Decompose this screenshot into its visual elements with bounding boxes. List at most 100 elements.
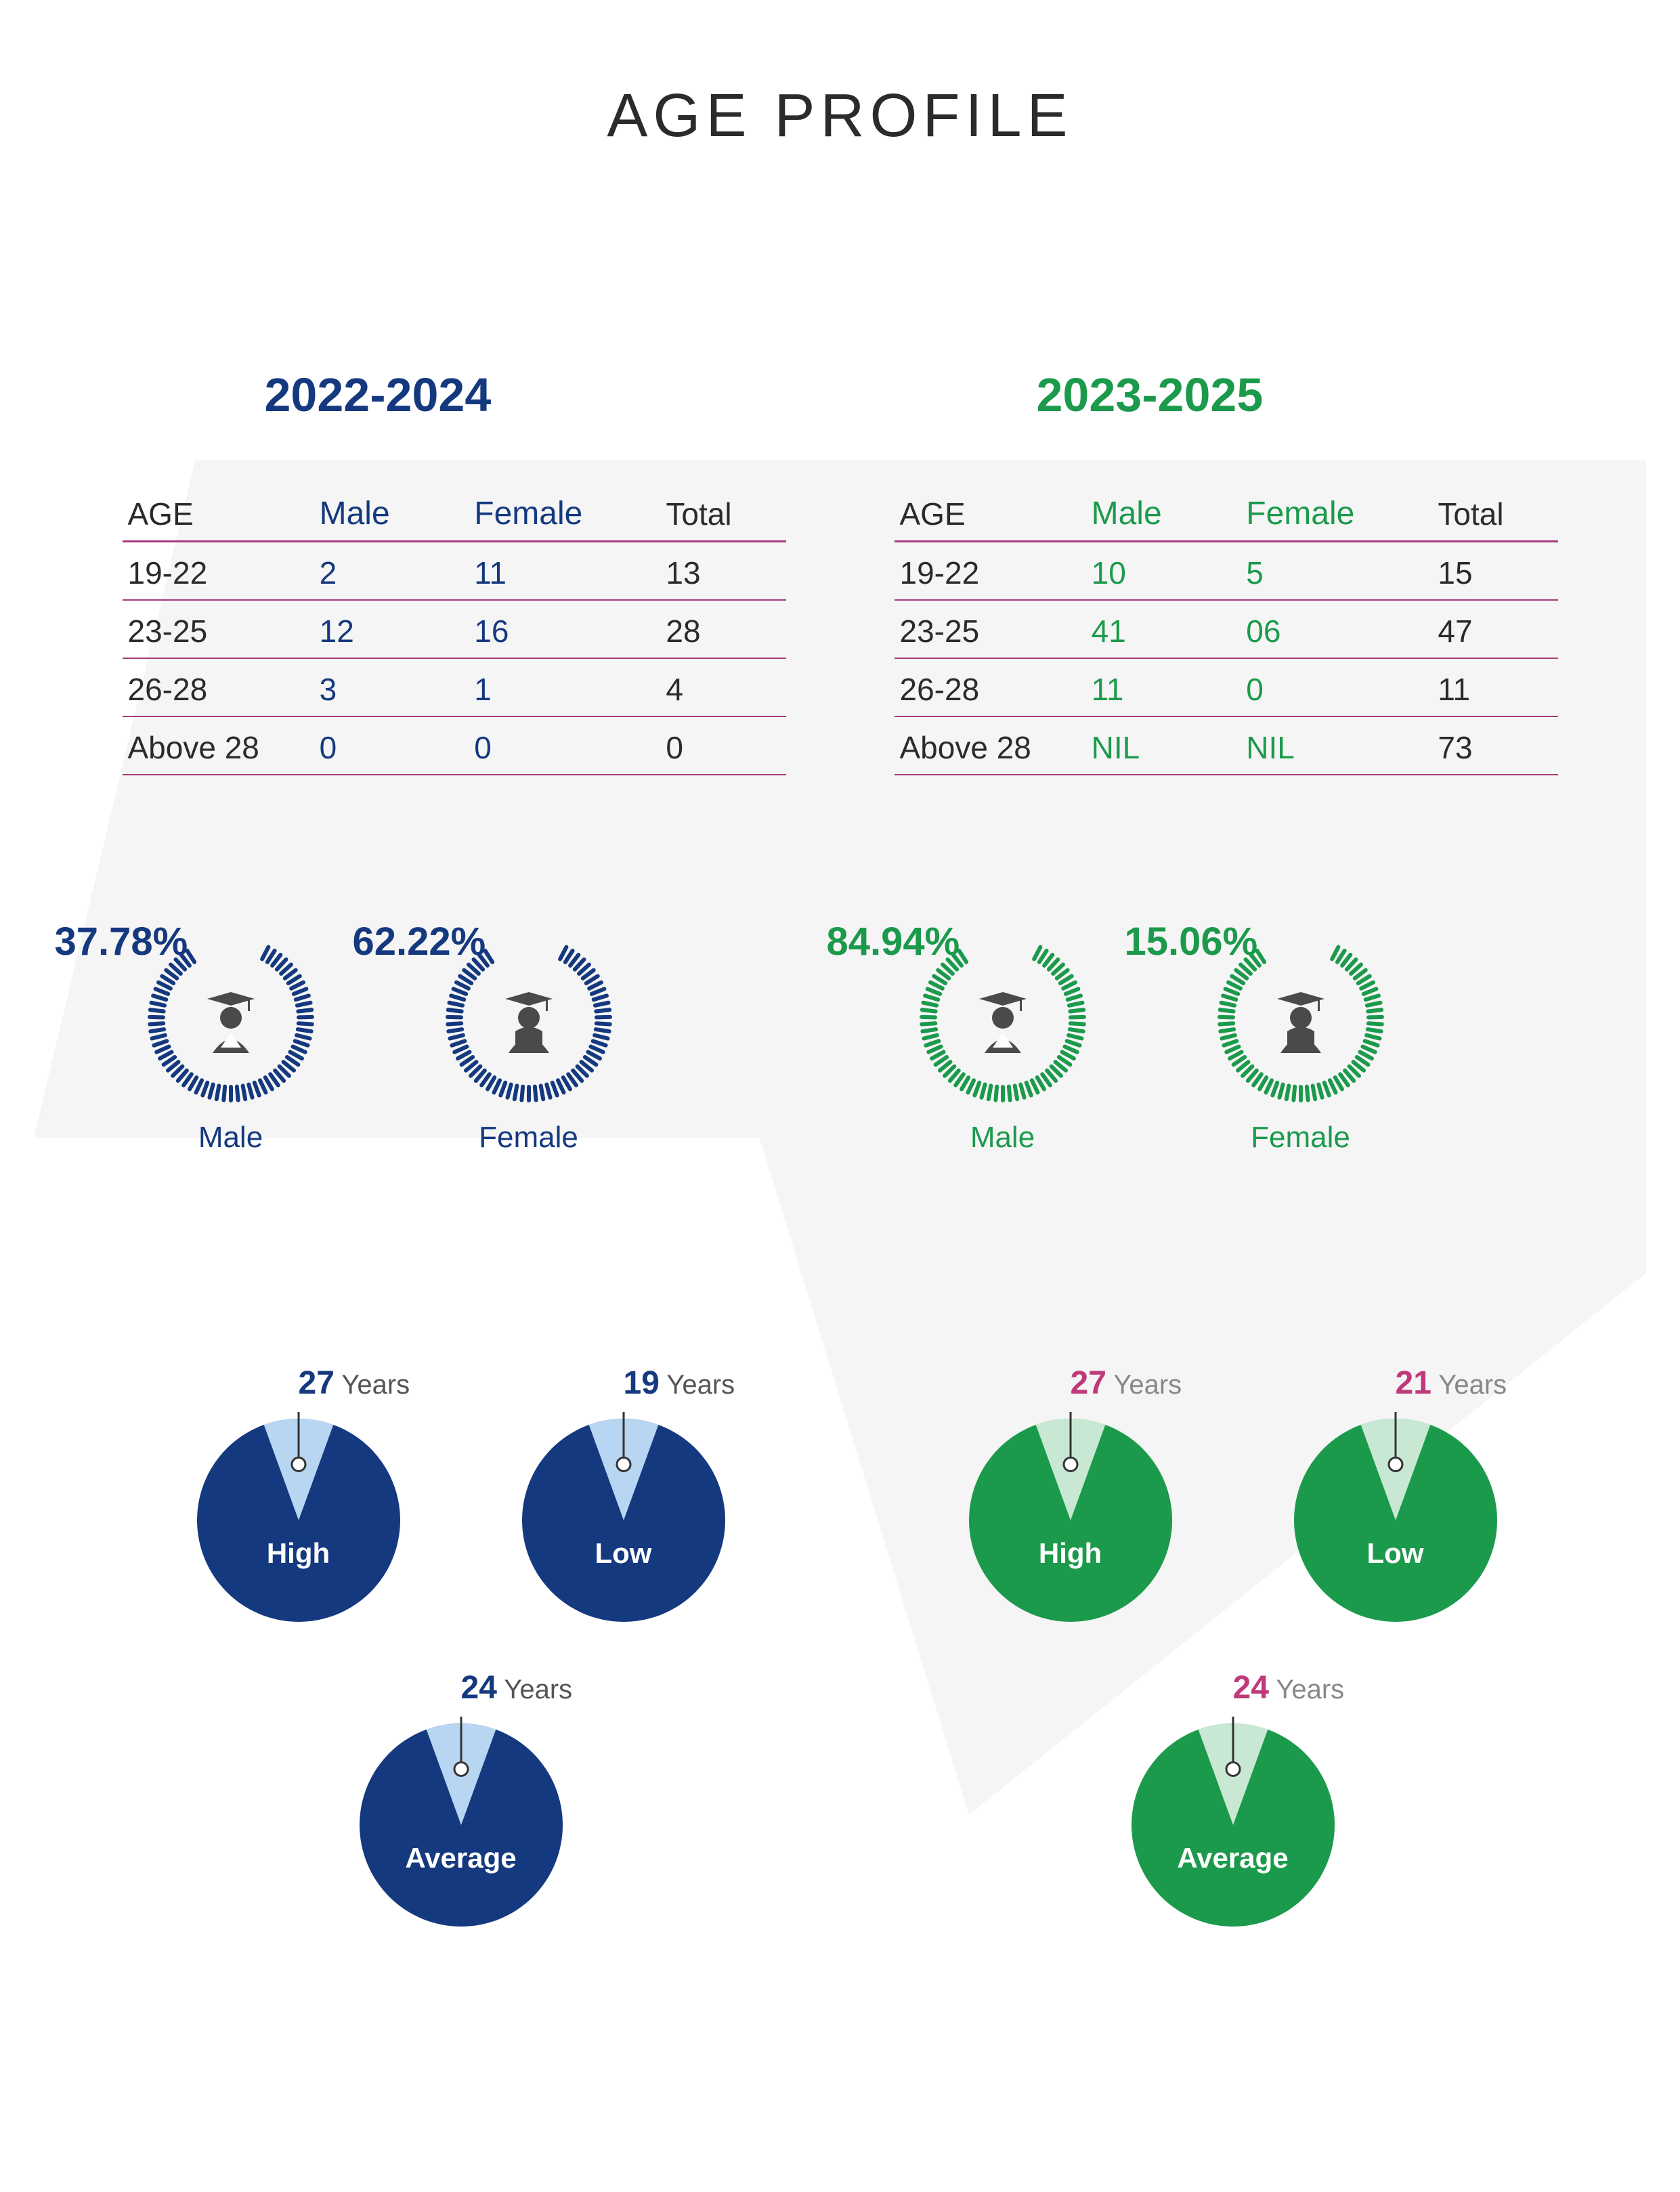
pie-label: High xyxy=(962,1537,1179,1570)
cell-total: 4 xyxy=(660,658,785,716)
pie-unit: Years xyxy=(504,1675,572,1704)
cohort-period: 2023-2025 xyxy=(1037,368,1558,422)
cell-age: 26-28 xyxy=(123,658,314,716)
cell-female: 5 xyxy=(1241,542,1432,601)
gauge-female: 62.22% Female xyxy=(441,931,617,1155)
gauge-percent: 62.22% xyxy=(353,919,486,964)
table-row: 23-25 41 06 47 xyxy=(895,600,1558,658)
gauge-label: Female xyxy=(1251,1121,1350,1155)
cell-total: 47 xyxy=(1432,600,1557,658)
cell-total: 13 xyxy=(660,542,785,601)
pie-callout: 21 Years xyxy=(1396,1364,1599,1402)
table-row: Above 28 NIL NIL 73 xyxy=(895,716,1558,775)
cell-female: 0 xyxy=(1241,658,1432,716)
cell-total: 11 xyxy=(1432,658,1557,716)
gauge-female: 15.06% Female xyxy=(1213,931,1389,1155)
pie-unit: Years xyxy=(1113,1370,1182,1400)
pie-label: High xyxy=(190,1537,407,1570)
cell-female: NIL xyxy=(1241,716,1432,775)
pie-value: 27 xyxy=(299,1365,335,1401)
gauge-percent: 15.06% xyxy=(1125,919,1258,964)
cohort-right: 2023-2025 AGE Male Female Total 19-22 10… xyxy=(895,368,1558,2021)
cell-female: 16 xyxy=(469,600,660,658)
cell-age: Above 28 xyxy=(123,716,314,775)
th-female: Female xyxy=(469,483,660,542)
th-total: Total xyxy=(1432,483,1557,542)
cell-age: 26-28 xyxy=(895,658,1086,716)
cell-male: 41 xyxy=(1086,600,1241,658)
pie-unit: Years xyxy=(666,1370,735,1400)
gauge-label: Male xyxy=(198,1121,263,1155)
pie-value: 27 xyxy=(1071,1365,1106,1401)
cell-male: 10 xyxy=(1086,542,1241,601)
gauge-percent: 84.94% xyxy=(827,919,960,964)
pie-average: 24 Years Average xyxy=(353,1717,569,1937)
pie-low: 19 Years Low xyxy=(515,1412,732,1632)
cell-age: 23-25 xyxy=(123,600,314,658)
gauge-male: 84.94% Male xyxy=(915,931,1091,1155)
cell-male: 0 xyxy=(314,716,469,775)
cell-male: 12 xyxy=(314,600,469,658)
age-pies: 27 Years High 19 Years Low 24 Years xyxy=(123,1412,786,2021)
pie-average: 24 Years Average xyxy=(1125,1717,1341,1937)
cell-male: 2 xyxy=(314,542,469,601)
cell-female: 0 xyxy=(469,716,660,775)
cohort-left: 2022-2024 AGE Male Female Total 19-22 2 … xyxy=(123,368,786,2021)
th-age: AGE xyxy=(895,483,1086,542)
cell-total: 73 xyxy=(1432,716,1557,775)
cell-female: 11 xyxy=(469,542,660,601)
pie-label: Average xyxy=(1125,1842,1341,1874)
gauge-percent: 37.78% xyxy=(55,919,188,964)
cell-total: 28 xyxy=(660,600,785,658)
pie-callout: 19 Years xyxy=(624,1364,827,1402)
gauge-label: Male xyxy=(970,1121,1035,1155)
cell-total: 0 xyxy=(660,716,785,775)
age-pies: 27 Years High 21 Years Low 24 Years xyxy=(895,1412,1558,2021)
pie-callout: 27 Years xyxy=(1071,1364,1274,1402)
th-male: Male xyxy=(314,483,469,542)
cohort-period: 2022-2024 xyxy=(265,368,786,422)
th-male: Male xyxy=(1086,483,1241,542)
cell-female: 06 xyxy=(1241,600,1432,658)
pie-label: Average xyxy=(353,1842,569,1874)
th-total: Total xyxy=(660,483,785,542)
pie-unit: Years xyxy=(1438,1370,1507,1400)
table-row: 19-22 10 5 15 xyxy=(895,542,1558,601)
cell-female: 1 xyxy=(469,658,660,716)
pie-value: 24 xyxy=(1233,1670,1269,1706)
age-table: AGE Male Female Total 19-22 2 11 13 23-2… xyxy=(123,483,786,775)
pie-value: 19 xyxy=(624,1365,660,1401)
age-table: AGE Male Female Total 19-22 10 5 15 23-2… xyxy=(895,483,1558,775)
th-female: Female xyxy=(1241,483,1432,542)
pie-value: 21 xyxy=(1396,1365,1431,1401)
pie-high: 27 Years High xyxy=(962,1412,1179,1632)
table-row: Above 28 0 0 0 xyxy=(123,716,786,775)
cell-age: 19-22 xyxy=(895,542,1086,601)
cohorts-container: 2022-2024 AGE Male Female Total 19-22 2 … xyxy=(0,368,1680,2021)
cell-age: 19-22 xyxy=(123,542,314,601)
pie-label: Low xyxy=(1287,1537,1504,1570)
pie-unit: Years xyxy=(341,1370,410,1400)
table-row: 26-28 3 1 4 xyxy=(123,658,786,716)
pie-label: Low xyxy=(515,1537,732,1570)
th-age: AGE xyxy=(123,483,314,542)
cell-age: Above 28 xyxy=(895,716,1086,775)
gauge-label: Female xyxy=(479,1121,578,1155)
cell-male: 3 xyxy=(314,658,469,716)
page-title: AGE PROFILE xyxy=(0,81,1680,151)
cell-age: 23-25 xyxy=(895,600,1086,658)
pie-high: 27 Years High xyxy=(190,1412,407,1632)
gauge-male: 37.78% Male xyxy=(143,931,319,1155)
cell-male: 11 xyxy=(1086,658,1241,716)
pie-callout: 24 Years xyxy=(461,1669,664,1706)
gender-gauges: 37.78% Male 62.22% Female xyxy=(123,931,786,1155)
cell-total: 15 xyxy=(1432,542,1557,601)
pie-callout: 24 Years xyxy=(1233,1669,1436,1706)
table-row: 19-22 2 11 13 xyxy=(123,542,786,601)
gender-gauges: 84.94% Male 15.06% Female xyxy=(895,931,1558,1155)
cell-male: NIL xyxy=(1086,716,1241,775)
pie-unit: Years xyxy=(1276,1675,1344,1704)
table-row: 23-25 12 16 28 xyxy=(123,600,786,658)
table-row: 26-28 11 0 11 xyxy=(895,658,1558,716)
pie-low: 21 Years Low xyxy=(1287,1412,1504,1632)
